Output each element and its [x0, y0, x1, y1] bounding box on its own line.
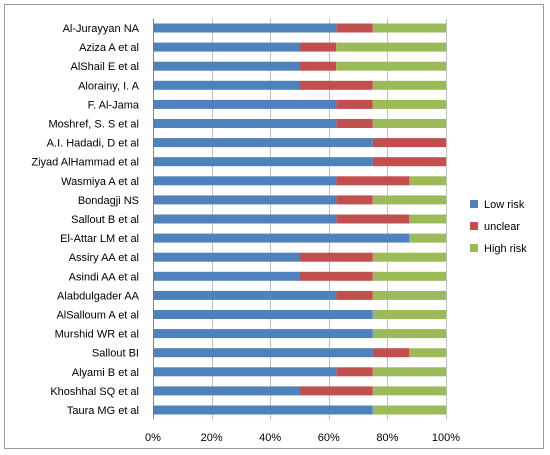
category-labels: Al-Jurayyan NA Aziza A et al AlShail E et … — [31, 23, 139, 417]
category-label: Alyami B et al — [72, 367, 139, 379]
category-label: Taura MG et al — [67, 405, 139, 417]
category-label: Sallout BI — [92, 348, 139, 360]
bar-segment-high-risk — [372, 252, 446, 262]
legend-swatch — [470, 244, 478, 252]
bar-segment-high-risk — [336, 42, 446, 52]
bar-segment-unclear — [336, 367, 373, 377]
bar-segment-unclear — [299, 252, 373, 262]
bar-segment-low-risk — [153, 290, 337, 300]
bar-segment-low-risk — [153, 42, 300, 52]
bar-segment-unclear — [299, 80, 373, 90]
bar-segment-high-risk — [372, 99, 446, 109]
category-label: Murshid WR et al — [55, 329, 139, 341]
x-tick-labels: 0% 20% 40% 60% 80% 100% — [145, 432, 460, 444]
bar-segment-high-risk — [409, 348, 446, 358]
category-label: Bondagji NS — [78, 195, 139, 207]
bar-segment-low-risk — [153, 214, 337, 224]
bar-segment-low-risk — [153, 329, 373, 339]
category-label: Wasmiya A et al — [61, 176, 139, 188]
legend-label: unclear — [484, 221, 520, 233]
category-label: Alabdulgader AA — [57, 290, 140, 302]
legend-swatch — [470, 222, 478, 230]
bar-segment-unclear — [299, 42, 337, 52]
legend-label: Low risk — [484, 199, 525, 211]
category-label: Alorainy, I. A — [78, 80, 140, 92]
bar-segment-low-risk — [153, 157, 373, 167]
bar-segment-unclear — [372, 157, 446, 167]
bar-segment-high-risk — [336, 61, 446, 71]
legend-swatch — [470, 200, 478, 208]
bar-segment-low-risk — [153, 61, 300, 71]
bar-segment-unclear — [372, 348, 410, 358]
bar-segment-low-risk — [153, 310, 373, 319]
category-label: F. Al-Jama — [88, 99, 140, 111]
x-tick-label: 0% — [145, 432, 161, 444]
category-label: Ziyad AlHammad et al — [31, 157, 139, 169]
category-label: El-Attar LM et al — [60, 233, 139, 245]
bar-segment-low-risk — [153, 195, 337, 205]
bar-segment-low-risk — [153, 386, 300, 396]
bar-segment-low-risk — [153, 99, 337, 109]
category-label: Khoshhal SQ et al — [50, 386, 139, 398]
bar-segment-low-risk — [153, 80, 300, 90]
bar-segment-high-risk — [372, 80, 446, 90]
bar-segment-low-risk — [153, 233, 410, 243]
category-label: A.I. Hadadi, D et al — [47, 138, 139, 150]
bar-segment-low-risk — [153, 23, 337, 33]
bar-segment-high-risk — [409, 233, 446, 243]
category-label: AlShail E et al — [71, 61, 139, 73]
bar-layer — [153, 23, 446, 415]
bar-segment-low-risk — [153, 138, 373, 148]
bar-segment-low-risk — [153, 405, 373, 415]
category-label: Aziza A et al — [79, 42, 139, 54]
bar-segment-unclear — [336, 99, 373, 109]
bar-segment-unclear — [336, 214, 410, 224]
bar-segment-unclear — [336, 119, 373, 128]
category-label: Al-Jurayyan NA — [63, 23, 140, 35]
bar-segment-low-risk — [153, 119, 337, 128]
category-label: Assiry AA et al — [69, 252, 139, 264]
bar-segment-unclear — [336, 176, 410, 186]
bar-segment-high-risk — [372, 310, 446, 319]
legend-label: High risk — [484, 243, 527, 255]
bar-segment-high-risk — [409, 176, 446, 186]
x-tick-label: 60% — [318, 432, 340, 444]
bar-segment-high-risk — [372, 195, 446, 205]
bar-segment-high-risk — [409, 214, 446, 224]
x-tick-label: 20% — [201, 432, 223, 444]
bar-segment-unclear — [336, 23, 373, 33]
bar-segment-high-risk — [372, 271, 446, 281]
x-tick-label: 80% — [376, 432, 398, 444]
bar-segment-low-risk — [153, 271, 300, 281]
bar-segment-unclear — [299, 271, 373, 281]
bar-segment-low-risk — [153, 176, 337, 186]
bar-segment-high-risk — [372, 290, 446, 300]
category-label: Sallout B et al — [71, 214, 139, 226]
bar-segment-high-risk — [372, 405, 446, 415]
bar-segment-unclear — [336, 290, 373, 300]
category-label: Moshref, S. S et al — [49, 119, 139, 131]
x-tick-label: 100% — [432, 432, 460, 444]
bar-segment-unclear — [336, 195, 373, 205]
bar-segment-high-risk — [372, 329, 446, 339]
bar-segment-unclear — [299, 386, 373, 396]
bar-segment-high-risk — [372, 386, 446, 396]
legend: Low risk unclear High risk — [470, 199, 527, 255]
bar-segment-high-risk — [372, 23, 446, 33]
category-label: AlSalloum A et al — [56, 310, 139, 322]
category-label: Asindi AA et al — [69, 271, 139, 283]
bar-segment-low-risk — [153, 348, 373, 358]
x-tick-label: 40% — [259, 432, 281, 444]
bar-segment-low-risk — [153, 367, 337, 377]
bar-segment-unclear — [372, 138, 446, 148]
bar-segment-high-risk — [372, 119, 446, 128]
bar-segment-high-risk — [372, 367, 446, 377]
bar-segment-low-risk — [153, 252, 300, 262]
bar-segment-unclear — [299, 61, 337, 71]
